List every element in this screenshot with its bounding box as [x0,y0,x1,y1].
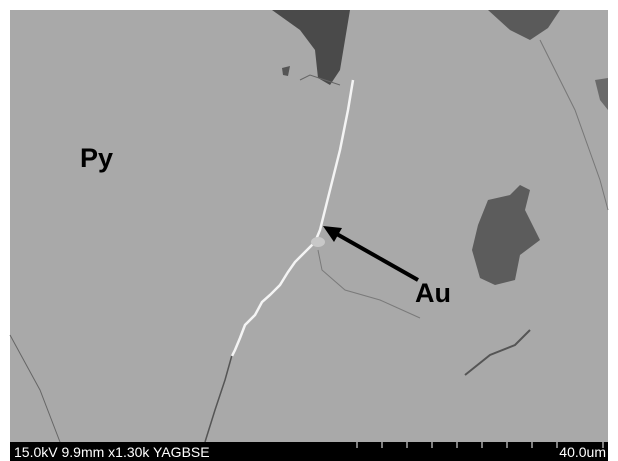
phase-label: Au [415,278,451,308]
info-parameters: 15.0kV 9.9mm x1.30k YAGBSE [14,444,210,460]
gold-grain [311,237,325,247]
sem-image: Py Au 15.0kV 9.9mm x1.30k YAGBSE 40.0um [0,0,618,461]
phase-label: Py [80,143,113,173]
scale-label: 40.0um [559,444,606,460]
